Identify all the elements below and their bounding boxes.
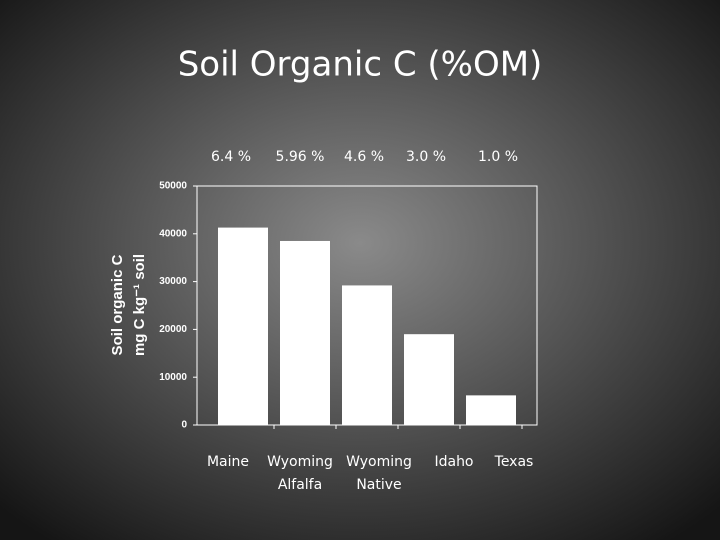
bar — [342, 285, 392, 425]
annotation: 5.96 % — [276, 149, 325, 165]
y-axis-label: mg C kg⁻¹ soil — [131, 254, 148, 356]
annotation: 4.6 % — [344, 149, 384, 165]
annotation: 1.0 % — [478, 149, 518, 165]
x-tick-label: Idaho — [434, 454, 473, 470]
bar — [280, 240, 330, 425]
bar — [404, 334, 454, 425]
x-tick-label: Texas — [494, 454, 534, 470]
y-tick-label: 40000 — [159, 228, 187, 239]
bar — [218, 227, 268, 425]
x-tick-label: Wyoming Alfalfa — [267, 454, 333, 493]
bar — [466, 395, 516, 425]
y-axis-label: Soil organic C — [109, 254, 126, 355]
y-tick-label: 50000 — [159, 181, 187, 192]
annotation: 6.4 % — [211, 149, 251, 165]
chart-title: Soil Organic C (%OM) — [178, 45, 543, 85]
y-tick-label: 0 — [181, 420, 187, 431]
y-tick-label: 10000 — [159, 372, 187, 383]
y-tick-label: 30000 — [159, 276, 187, 287]
x-tick-label: Wyoming Native — [346, 454, 412, 493]
annotation: 3.0 % — [406, 149, 446, 165]
x-tick-label: Maine — [207, 454, 249, 470]
y-tick-label: 20000 — [159, 324, 187, 335]
